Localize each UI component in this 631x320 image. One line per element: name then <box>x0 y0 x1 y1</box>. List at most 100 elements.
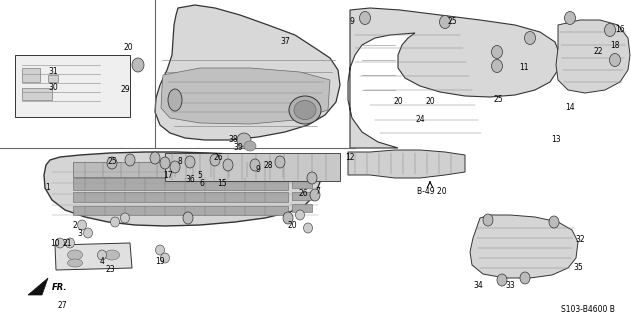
Ellipse shape <box>520 272 530 284</box>
Text: 1: 1 <box>45 183 50 193</box>
Polygon shape <box>470 215 578 278</box>
Ellipse shape <box>307 172 317 184</box>
Text: 20: 20 <box>425 98 435 107</box>
Text: 36: 36 <box>185 175 195 185</box>
Ellipse shape <box>150 152 160 164</box>
Text: 19: 19 <box>155 258 165 267</box>
Text: 21: 21 <box>62 238 72 247</box>
Bar <box>48 75 58 82</box>
Text: 9: 9 <box>350 18 355 27</box>
Ellipse shape <box>105 250 119 260</box>
Ellipse shape <box>289 96 321 124</box>
Text: 33: 33 <box>505 281 515 290</box>
Text: 20: 20 <box>393 98 403 107</box>
Ellipse shape <box>283 212 293 224</box>
Ellipse shape <box>275 156 285 168</box>
Text: 8: 8 <box>177 157 182 166</box>
Ellipse shape <box>170 161 180 173</box>
Ellipse shape <box>68 259 83 267</box>
Bar <box>73 206 288 215</box>
Text: 16: 16 <box>615 26 625 35</box>
Polygon shape <box>155 5 340 140</box>
Bar <box>73 162 303 177</box>
Ellipse shape <box>125 154 135 166</box>
Text: 5: 5 <box>198 171 203 180</box>
Text: 22: 22 <box>593 47 603 57</box>
Bar <box>73 192 288 202</box>
Text: 27: 27 <box>57 300 67 309</box>
Ellipse shape <box>237 133 251 147</box>
Bar <box>165 153 340 181</box>
Ellipse shape <box>610 53 620 67</box>
Ellipse shape <box>121 213 129 223</box>
Text: 15: 15 <box>217 179 227 188</box>
Ellipse shape <box>210 154 220 166</box>
Text: 23: 23 <box>105 266 115 275</box>
Text: 20: 20 <box>287 220 297 229</box>
Text: 39: 39 <box>233 143 243 153</box>
Polygon shape <box>28 278 48 295</box>
Ellipse shape <box>549 216 559 228</box>
Polygon shape <box>44 152 320 226</box>
Text: 38: 38 <box>228 135 238 145</box>
Text: 35: 35 <box>573 263 583 273</box>
Bar <box>292 192 312 200</box>
Polygon shape <box>556 20 630 93</box>
Text: 18: 18 <box>610 41 620 50</box>
Text: 7: 7 <box>316 188 321 196</box>
Text: 30: 30 <box>48 84 58 92</box>
Text: 2: 2 <box>73 220 78 229</box>
Ellipse shape <box>56 238 64 248</box>
Ellipse shape <box>440 15 451 28</box>
Text: 25: 25 <box>493 95 503 105</box>
Ellipse shape <box>160 253 170 263</box>
Text: 37: 37 <box>280 37 290 46</box>
Ellipse shape <box>294 100 316 119</box>
Text: 25: 25 <box>107 157 117 166</box>
Ellipse shape <box>295 210 305 220</box>
Bar <box>15 55 130 117</box>
Ellipse shape <box>183 212 193 224</box>
Ellipse shape <box>83 228 93 238</box>
Text: 28: 28 <box>263 161 273 170</box>
Text: 24: 24 <box>415 116 425 124</box>
Bar <box>292 204 312 212</box>
Ellipse shape <box>604 23 615 36</box>
Bar <box>292 180 312 188</box>
Text: 3: 3 <box>78 228 83 237</box>
Text: 10: 10 <box>50 238 60 247</box>
Bar <box>73 178 288 190</box>
Text: 26: 26 <box>213 154 223 163</box>
Ellipse shape <box>497 274 507 286</box>
Ellipse shape <box>304 223 312 233</box>
Ellipse shape <box>132 58 144 72</box>
Text: 4: 4 <box>100 258 105 267</box>
Text: 14: 14 <box>565 103 575 113</box>
Text: 31: 31 <box>48 68 58 76</box>
Ellipse shape <box>78 220 86 230</box>
Polygon shape <box>55 243 132 270</box>
Ellipse shape <box>310 189 320 201</box>
Text: 26: 26 <box>298 188 308 197</box>
Ellipse shape <box>244 141 256 151</box>
Ellipse shape <box>98 250 107 260</box>
Polygon shape <box>348 8 560 148</box>
Text: B-49 20: B-49 20 <box>417 188 447 196</box>
Ellipse shape <box>168 89 182 111</box>
Text: FR.: FR. <box>52 284 68 292</box>
Ellipse shape <box>250 159 260 171</box>
Bar <box>22 88 52 100</box>
Ellipse shape <box>524 31 536 44</box>
Ellipse shape <box>492 45 502 59</box>
Text: 9: 9 <box>256 165 261 174</box>
Text: 29: 29 <box>120 85 130 94</box>
Ellipse shape <box>160 157 170 169</box>
Ellipse shape <box>155 245 165 255</box>
Text: 25: 25 <box>447 18 457 27</box>
Ellipse shape <box>107 157 117 169</box>
Text: 6: 6 <box>199 179 204 188</box>
Text: 11: 11 <box>519 63 529 73</box>
Polygon shape <box>161 68 330 124</box>
Text: 32: 32 <box>575 236 585 244</box>
Ellipse shape <box>483 214 493 226</box>
